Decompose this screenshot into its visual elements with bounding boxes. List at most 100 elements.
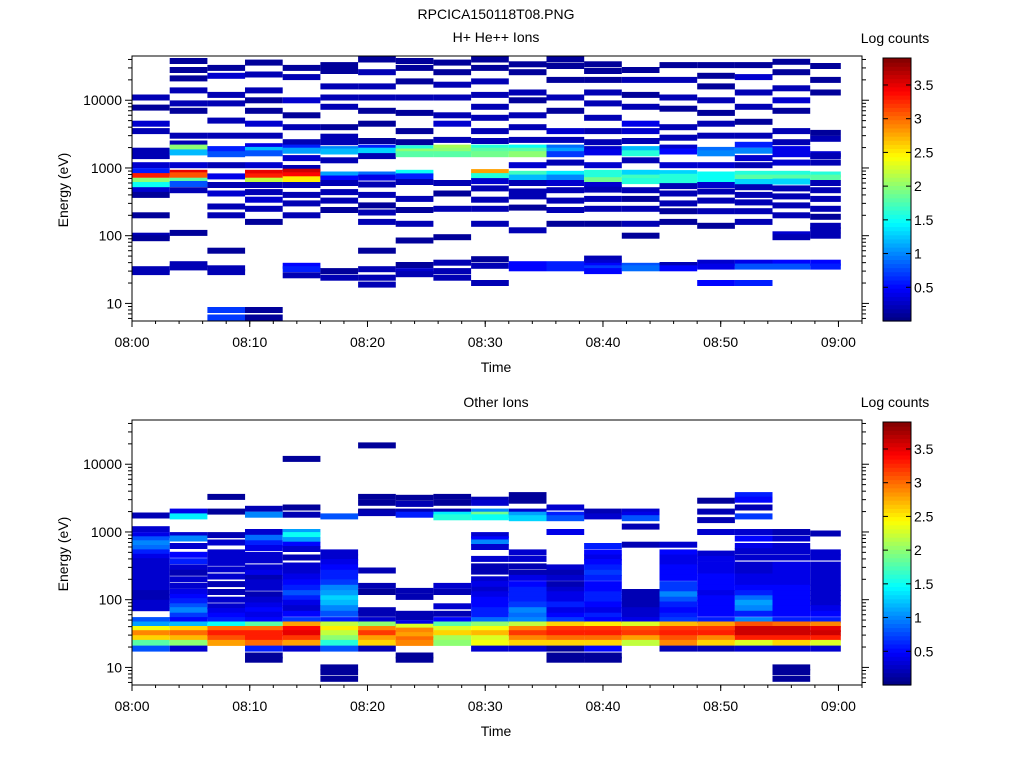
- x-tick-label: 08:50: [703, 698, 738, 714]
- heatmap-cell: [132, 153, 170, 160]
- heatmap-cell: [734, 496, 773, 503]
- heatmap-cell: [772, 630, 811, 637]
- heatmap-cell: [207, 314, 246, 321]
- colorbar-tick-label: 2: [914, 542, 922, 558]
- heatmap-cell: [282, 144, 321, 151]
- colorbar-swatch: [883, 516, 911, 522]
- heatmap-cell: [320, 197, 359, 204]
- heatmap-cell: [245, 551, 283, 558]
- heatmap-cell: [734, 513, 773, 520]
- heatmap-cell: [282, 124, 321, 131]
- heatmap-cell: [169, 75, 208, 82]
- heatmap-cell: [282, 610, 321, 617]
- heatmap-cell: [358, 107, 396, 114]
- heatmap-cell: [169, 626, 208, 632]
- heatmap-cell: [245, 617, 283, 624]
- heatmap-cell: [433, 499, 472, 506]
- heatmap-cell: [207, 617, 246, 624]
- heatmap-cell: [621, 265, 660, 272]
- heatmap-cell: [546, 159, 585, 166]
- heatmap-cell: [546, 596, 585, 603]
- heatmap-cell: [132, 599, 170, 606]
- heatmap-cell: [546, 656, 585, 663]
- heatmap-cell: [169, 535, 208, 542]
- heatmap-cell: [546, 63, 585, 69]
- heatmap-cell: [810, 573, 841, 580]
- heatmap-cell: [734, 595, 773, 602]
- colorbar-swatch: [883, 467, 911, 472]
- heatmap-cell: [584, 255, 622, 262]
- heatmap-cell: [169, 569, 208, 576]
- heatmap-cell: [621, 195, 660, 202]
- heatmap-cell: [282, 165, 321, 171]
- heatmap-cell: [471, 496, 509, 503]
- heatmap-cell: [169, 172, 208, 179]
- heatmap-cell: [508, 69, 547, 76]
- heatmap-cell: [621, 187, 660, 194]
- heatmap-cell: [734, 492, 773, 499]
- heatmap-cell: [734, 590, 773, 597]
- heatmap-cell: [320, 584, 359, 591]
- heatmap-cell: [584, 186, 622, 193]
- heatmap-cell: [471, 205, 509, 212]
- heatmap-cell: [169, 58, 208, 64]
- colorbar-swatch: [883, 164, 911, 170]
- heatmap-cell: [772, 178, 811, 185]
- heatmap-cell: [358, 266, 396, 273]
- heatmap-cell: [471, 144, 509, 151]
- heatmap-cell: [282, 567, 321, 574]
- x-tick-label: 09:00: [821, 698, 856, 714]
- heatmap-cell: [245, 132, 283, 139]
- heatmap-cell: [546, 612, 585, 619]
- x-tick-label: 08:50: [703, 334, 738, 350]
- heatmap-cell: [546, 94, 585, 101]
- heatmap-cell: [169, 181, 208, 187]
- heatmap-cell: [320, 635, 359, 642]
- heatmap-cell: [772, 645, 811, 652]
- heatmap-cell: [433, 589, 472, 595]
- heatmap-cell: [772, 626, 811, 632]
- heatmap-cell: [810, 621, 841, 628]
- colorbar-swatch: [883, 606, 911, 612]
- colorbar-swatch: [883, 201, 911, 207]
- heatmap-cell: [659, 144, 698, 151]
- heatmap-cell: [433, 603, 472, 610]
- heatmap-cell: [207, 559, 246, 566]
- heatmap-cell: [734, 584, 773, 591]
- heatmap-cell: [282, 617, 321, 624]
- heatmap-cell: [697, 579, 735, 586]
- heatmap-cell: [734, 617, 773, 624]
- heatmap-cell: [132, 639, 170, 646]
- heatmap-cell: [810, 180, 841, 186]
- heatmap-cell: [697, 508, 735, 515]
- heatmap-cell: [659, 635, 698, 642]
- heatmap-cell: [810, 174, 841, 181]
- heatmap-cell: [697, 150, 735, 157]
- heatmap-cell: [132, 235, 170, 242]
- heatmap-cell: [207, 596, 246, 603]
- heatmap-cell: [207, 539, 246, 546]
- colorbar-swatch: [883, 58, 911, 63]
- colorbar-swatch: [883, 680, 911, 686]
- heatmap-cell: [772, 85, 811, 92]
- colorbar: 0.5 1 1.5 2 2.5 3 3.5: [882, 57, 934, 322]
- heatmap-cell: [395, 207, 434, 213]
- heatmap-cell: [395, 151, 434, 158]
- heatmap-cell: [659, 134, 698, 141]
- heatmap-cell: [207, 635, 246, 642]
- heatmap-cell: [358, 138, 396, 144]
- heatmap-cell: [169, 635, 208, 642]
- colorbar-swatch: [883, 123, 911, 129]
- heatmap-cell: [471, 536, 509, 543]
- heatmap-cell: [508, 574, 547, 581]
- heatmap-cell: [282, 635, 321, 642]
- panel-other-ions: Other Ions Log counts Time Energy (eV) 0…: [55, 394, 934, 739]
- heatmap-cell: [282, 645, 321, 652]
- heatmap-cell: [621, 103, 660, 110]
- heatmap-cell: [320, 124, 359, 131]
- heatmap-cell: [772, 621, 811, 628]
- heatmap-cell: [282, 532, 321, 539]
- heatmap-cell: [207, 508, 246, 515]
- heatmap-cell: [734, 259, 773, 266]
- heatmap-cell: [320, 564, 359, 571]
